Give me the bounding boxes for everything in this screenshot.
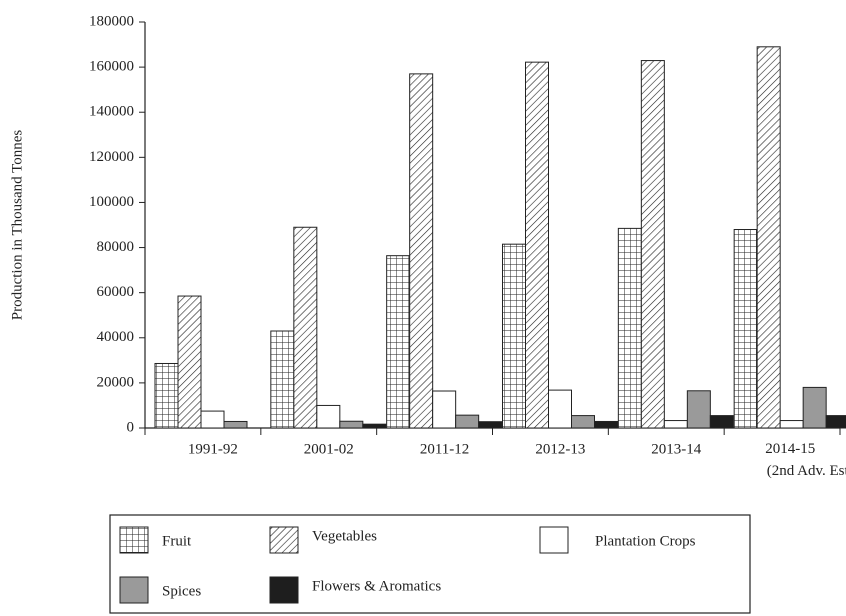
legend-box [109, 514, 751, 614]
legend-swatch [539, 526, 569, 554]
bar [432, 390, 457, 429]
y-tick-label: 140000 [89, 104, 134, 120]
bar [386, 255, 411, 429]
bar [525, 61, 549, 429]
legend-swatch [119, 576, 149, 604]
bar [455, 414, 480, 429]
legend-label: Plantation Crops [595, 533, 696, 549]
legend-label: Vegetables [312, 528, 377, 544]
y-tick-label: 20000 [97, 374, 135, 390]
bar [825, 415, 846, 429]
y-axis-label: Production in Thousand Tonnes [9, 130, 25, 321]
bar [223, 420, 248, 429]
bar [200, 410, 225, 429]
bar [663, 420, 688, 429]
bar [154, 362, 179, 429]
bar [640, 60, 665, 429]
y-tick-label: 100000 [89, 194, 134, 210]
bar [293, 226, 318, 429]
bar [177, 295, 202, 429]
x-tick-label: 2012-13 [535, 441, 585, 457]
bar [779, 420, 804, 429]
y-tick-label: 180000 [89, 13, 134, 29]
bar [709, 415, 734, 429]
bar [802, 386, 827, 429]
bar [571, 415, 595, 429]
legend-swatch [269, 576, 299, 604]
x-tick-label-line: (2nd Adv. Est.) [767, 463, 846, 479]
x-tick-label: 2013-14 [651, 441, 701, 457]
bar [756, 46, 781, 429]
legend-swatch [119, 526, 149, 554]
bar [594, 420, 618, 429]
bar [339, 420, 364, 429]
x-tick-label: 2001-02 [304, 441, 354, 457]
bar [548, 389, 572, 429]
legend-label: Spices [162, 583, 201, 599]
y-tick-label: 120000 [89, 149, 134, 165]
bar [502, 243, 526, 429]
bar [733, 229, 758, 429]
bar [478, 421, 503, 429]
y-tick-label: 40000 [97, 329, 135, 345]
legend-swatch [269, 526, 299, 554]
y-tick-label: 160000 [89, 59, 134, 75]
bar [362, 423, 387, 429]
y-tick-label: 60000 [97, 284, 135, 300]
x-tick-label: 2014-15 (2nd Adv. Est.) [765, 441, 846, 479]
bar [617, 227, 642, 429]
x-tick-label: 2011-12 [420, 441, 469, 457]
bar [316, 404, 341, 429]
y-tick-label: 80000 [97, 239, 135, 255]
legend-label: Flowers & Aromatics [312, 578, 441, 594]
x-tick-label: 1991-92 [188, 441, 238, 457]
bar [409, 73, 434, 429]
bar [686, 390, 711, 429]
y-tick-label: 0 [127, 419, 135, 435]
bar [270, 330, 295, 429]
legend-label: Fruit [162, 533, 192, 549]
x-tick-label-line: 2014-15 [765, 441, 819, 457]
